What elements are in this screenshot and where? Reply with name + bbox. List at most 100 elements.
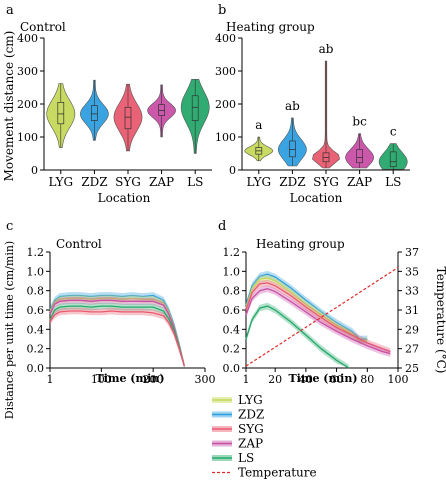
panel-d-y2label: Temperature (°C) <box>434 267 446 374</box>
panel-c-ylabel: Distance per unit time (cm/min) <box>3 241 16 419</box>
legend-label-LS: LS <box>238 451 254 465</box>
panel-d-ytick-label-2: 0.4 <box>223 323 241 336</box>
panel-d-line-Temperature <box>245 266 399 367</box>
panel-b-ytick-label-2: 200 <box>215 98 236 111</box>
panel-a-ytick-label-1: 100 <box>17 131 38 144</box>
legend-item-SYG: SYG <box>212 422 264 436</box>
panel-a-xtick-label-SYG: SYG <box>115 175 141 189</box>
panel-a-title: Control <box>20 20 66 34</box>
panel-d-xtick-label-1: 20 <box>268 373 282 386</box>
panel-c-ytick-label-3: 0.6 <box>27 304 45 317</box>
panel-d-line-LS <box>245 305 350 369</box>
legend-label-Temperature: Temperature <box>238 466 317 480</box>
panel-a-violin-LS <box>180 79 210 154</box>
panel-c-xtick-label-2: 200 <box>143 373 164 386</box>
panel-letter-a: a <box>6 3 14 18</box>
panel-c-xtick-label-0: 1 <box>47 373 54 386</box>
panel-letter-d: d <box>218 219 226 234</box>
panel-b-xtick-label-ZAP: ZAP <box>347 175 372 189</box>
panel-b-violin-ZDZ <box>277 117 307 167</box>
panel-c-ytick-label-6: 1.2 <box>27 246 45 259</box>
panel-c-ytick-label-4: 0.8 <box>27 285 45 298</box>
panel-b-annotation-ZDZ: ab <box>285 99 300 113</box>
panel-d-ytick-label-4: 0.8 <box>223 285 241 298</box>
panel-a-violin-LYG <box>46 83 76 148</box>
panel-b-annotation-LYG: a <box>255 118 262 132</box>
panel-d-ytick-label-0: 0.0 <box>223 362 241 375</box>
panel-d-xtick-label-3: 60 <box>330 373 344 386</box>
legend-item-ZDZ: ZDZ <box>212 408 264 422</box>
panel-b-ytick-label-0: 0 <box>229 164 236 177</box>
panel-c-line-ZAP <box>49 299 185 367</box>
panel-d-ytick-label-5: 1.0 <box>223 265 241 278</box>
panel-c-ytick-label-0: 0.0 <box>27 362 45 375</box>
panel-c-line-SYG <box>49 310 185 367</box>
panel-a-ytick-label-2: 200 <box>17 98 38 111</box>
panel-c-title: Control <box>56 237 102 251</box>
panel-b-xtick-label-SYG: SYG <box>313 175 339 189</box>
panel-letter-b: b <box>218 3 226 18</box>
panel-b-ytick-label-3: 300 <box>215 65 236 78</box>
panel-d-line-ZAP <box>245 288 391 355</box>
panel-d-right-ytick-label-4: 33 <box>405 285 419 298</box>
panel-c-ytick-label-5: 1.0 <box>27 265 45 278</box>
panel-b-ytick-label-4: 400 <box>215 32 236 45</box>
panel-a-xlabel: Location <box>98 191 151 205</box>
panel-d-right-ytick-label-3: 31 <box>405 304 419 317</box>
panel-b-title: Heating group <box>226 20 315 34</box>
panel-a-ytick-label-3: 300 <box>17 65 38 78</box>
panel-b-xlabel: Location <box>290 191 343 205</box>
legend-label-ZAP: ZAP <box>238 437 263 451</box>
panel-b-ytick-label-1: 100 <box>215 131 236 144</box>
panel-a-ytick-label-4: 400 <box>17 32 38 45</box>
panel-d-band-LS <box>246 302 349 368</box>
panel-d-band-ZDZ <box>246 270 368 343</box>
panel-a-xtick-label-ZAP: ZAP <box>149 175 174 189</box>
panel-d-line-ZDZ <box>245 273 368 340</box>
panel-c-band-LYG <box>50 295 185 368</box>
panel-a-xtick-label-LYG: LYG <box>48 175 73 189</box>
panel-d-right-ytick-label-2: 29 <box>405 323 419 336</box>
panel-c-ytick-label-1: 0.2 <box>27 343 45 356</box>
legend-label-SYG: SYG <box>238 422 264 436</box>
panel-b-xtick-label-ZDZ: ZDZ <box>279 175 305 189</box>
panel-a-xtick-label-LS: LS <box>187 175 203 189</box>
panel-b-annotation-ZAP: bc <box>352 115 367 129</box>
panel-c-band-SYG <box>50 307 185 368</box>
panel-b-violin-LYG <box>244 136 274 162</box>
legend-item-ZAP: ZAP <box>212 437 263 451</box>
panel-letter-c: c <box>6 219 13 234</box>
panel-a-ylabel: Movement distance (cm) <box>2 31 16 182</box>
panel-c-band-LS <box>50 302 185 368</box>
panel-d-xtick-label-4: 80 <box>360 373 374 386</box>
legend-label-ZDZ: ZDZ <box>238 408 264 422</box>
panel-d-right-ytick-label-5: 35 <box>405 265 419 278</box>
legend-item-LYG: LYG <box>212 393 263 407</box>
legend-label-LYG: LYG <box>238 393 263 407</box>
panel-d-xlabel: Time (min) <box>288 372 357 385</box>
panel-d-xtick-label-0: 1 <box>243 373 250 386</box>
panel-d-right-ytick-label-1: 27 <box>405 343 419 356</box>
panel-c-line-LS <box>49 305 185 367</box>
panel-d-right-ytick-label-6: 37 <box>405 246 419 259</box>
panel-a-xtick-label-ZDZ: ZDZ <box>81 175 107 189</box>
panel-d-xtick-label-2: 40 <box>299 373 313 386</box>
panel-b-annotation-LS: c <box>390 125 397 139</box>
panel-c-band-ZAP <box>50 296 185 368</box>
panel-d-line-SYG <box>245 282 391 353</box>
panel-d-right-ytick-label-0: 25 <box>405 362 419 375</box>
legend-item-LS: LS <box>212 451 254 465</box>
panel-d-title: Heating group <box>256 237 345 251</box>
panel-c-xtick-label-3: 300 <box>195 373 216 386</box>
panel-b-xtick-label-LS: LS <box>385 175 401 189</box>
panel-a-violin-ZDZ <box>80 79 109 141</box>
panel-a-ytick-label-0: 0 <box>31 164 38 177</box>
legend-item-Temperature: Temperature <box>212 466 317 480</box>
panel-b-violin-LS <box>378 143 408 170</box>
panel-c-xtick-label-1: 100 <box>91 373 112 386</box>
panel-b-annotation-SYG: ab <box>319 42 334 56</box>
panel-b-xtick-label-LYG: LYG <box>246 175 271 189</box>
panel-d-ytick-label-6: 1.2 <box>223 246 241 259</box>
panel-b-violin-ZAP <box>345 133 375 169</box>
